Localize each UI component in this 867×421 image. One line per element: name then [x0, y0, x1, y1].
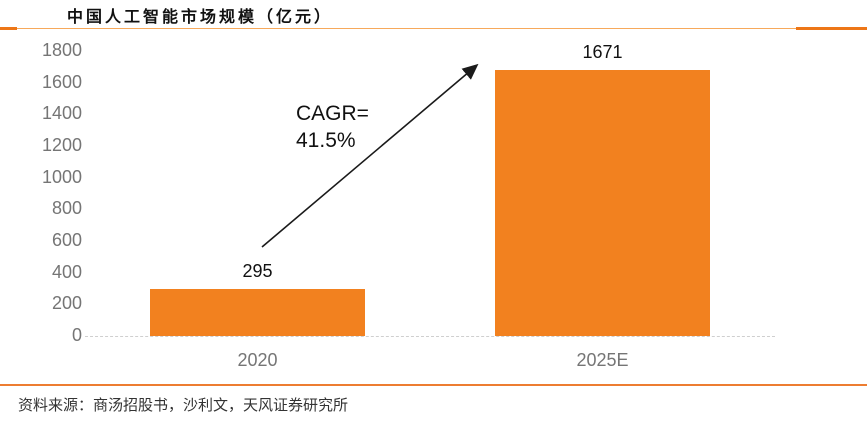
- title-divider: [0, 27, 867, 30]
- x-tick-2020: 2020: [237, 350, 278, 370]
- y-tick-label: 0: [71, 324, 82, 345]
- y-tick-label: 1000: [41, 166, 82, 187]
- bar-2020: [150, 289, 365, 336]
- y-tick-label: 400: [51, 261, 82, 282]
- title-divider-right-accent: [796, 27, 867, 30]
- cagr-annotation-line2: 41.5%: [296, 129, 356, 152]
- y-tick-label: 1600: [41, 71, 82, 92]
- y-tick-label: 600: [51, 229, 82, 250]
- value-label-2025e: 1671: [582, 42, 623, 62]
- cagr-annotation-line1: CAGR=: [296, 102, 369, 125]
- y-tick-label: 1400: [41, 103, 82, 124]
- value-label-2020: 295: [242, 261, 273, 281]
- y-tick-label: 1800: [41, 40, 82, 60]
- title-divider-line: [0, 28, 867, 29]
- chart-title: 中国人工智能市场规模（亿元）: [67, 9, 334, 26]
- y-tick-label: 800: [51, 198, 82, 219]
- source-note: 资料来源：商汤招股书，沙利文，天风证券研究所: [18, 397, 349, 414]
- footer-divider: [0, 384, 867, 386]
- y-axis: 1800 1600 1400 1200 1000 800 600 400 200…: [0, 41, 82, 344]
- x-tick-2025e: 2025E: [576, 350, 629, 370]
- title-divider-left-accent: [0, 27, 17, 30]
- y-tick-label: 1200: [41, 134, 82, 155]
- y-tick-label: 200: [51, 293, 82, 314]
- growth-arrow: [261, 63, 479, 248]
- cagr-annotation: CAGR= 41.5%: [296, 100, 369, 154]
- bar-2025e: [495, 70, 710, 336]
- x-axis-line: [85, 336, 775, 337]
